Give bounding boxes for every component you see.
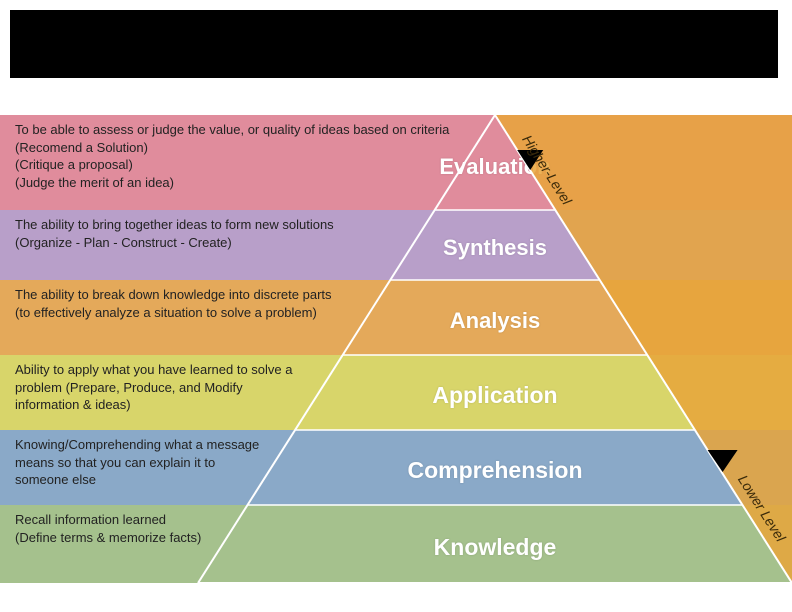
level-label-evaluation: Evaluation [375, 154, 615, 180]
level-label-application: Application [375, 382, 615, 409]
level-desc-synthesis: The ability to bring together ideas to f… [15, 216, 334, 251]
level-label-analysis: Analysis [375, 308, 615, 334]
level-desc-analysis: The ability to break down knowledge into… [15, 286, 350, 321]
level-label-knowledge: Knowledge [375, 534, 615, 561]
level-desc-application: Ability to apply what you have learned t… [15, 361, 305, 414]
title-bar [10, 10, 778, 78]
level-desc-knowledge: Recall information learned(Define terms … [15, 511, 201, 546]
level-label-synthesis: Synthesis [375, 235, 615, 261]
pyramid-diagram: To be able to assess or judge the value,… [0, 115, 792, 583]
level-desc-comprehension: Knowing/Comprehending what a message mea… [15, 436, 260, 489]
level-label-comprehension: Comprehension [375, 457, 615, 484]
